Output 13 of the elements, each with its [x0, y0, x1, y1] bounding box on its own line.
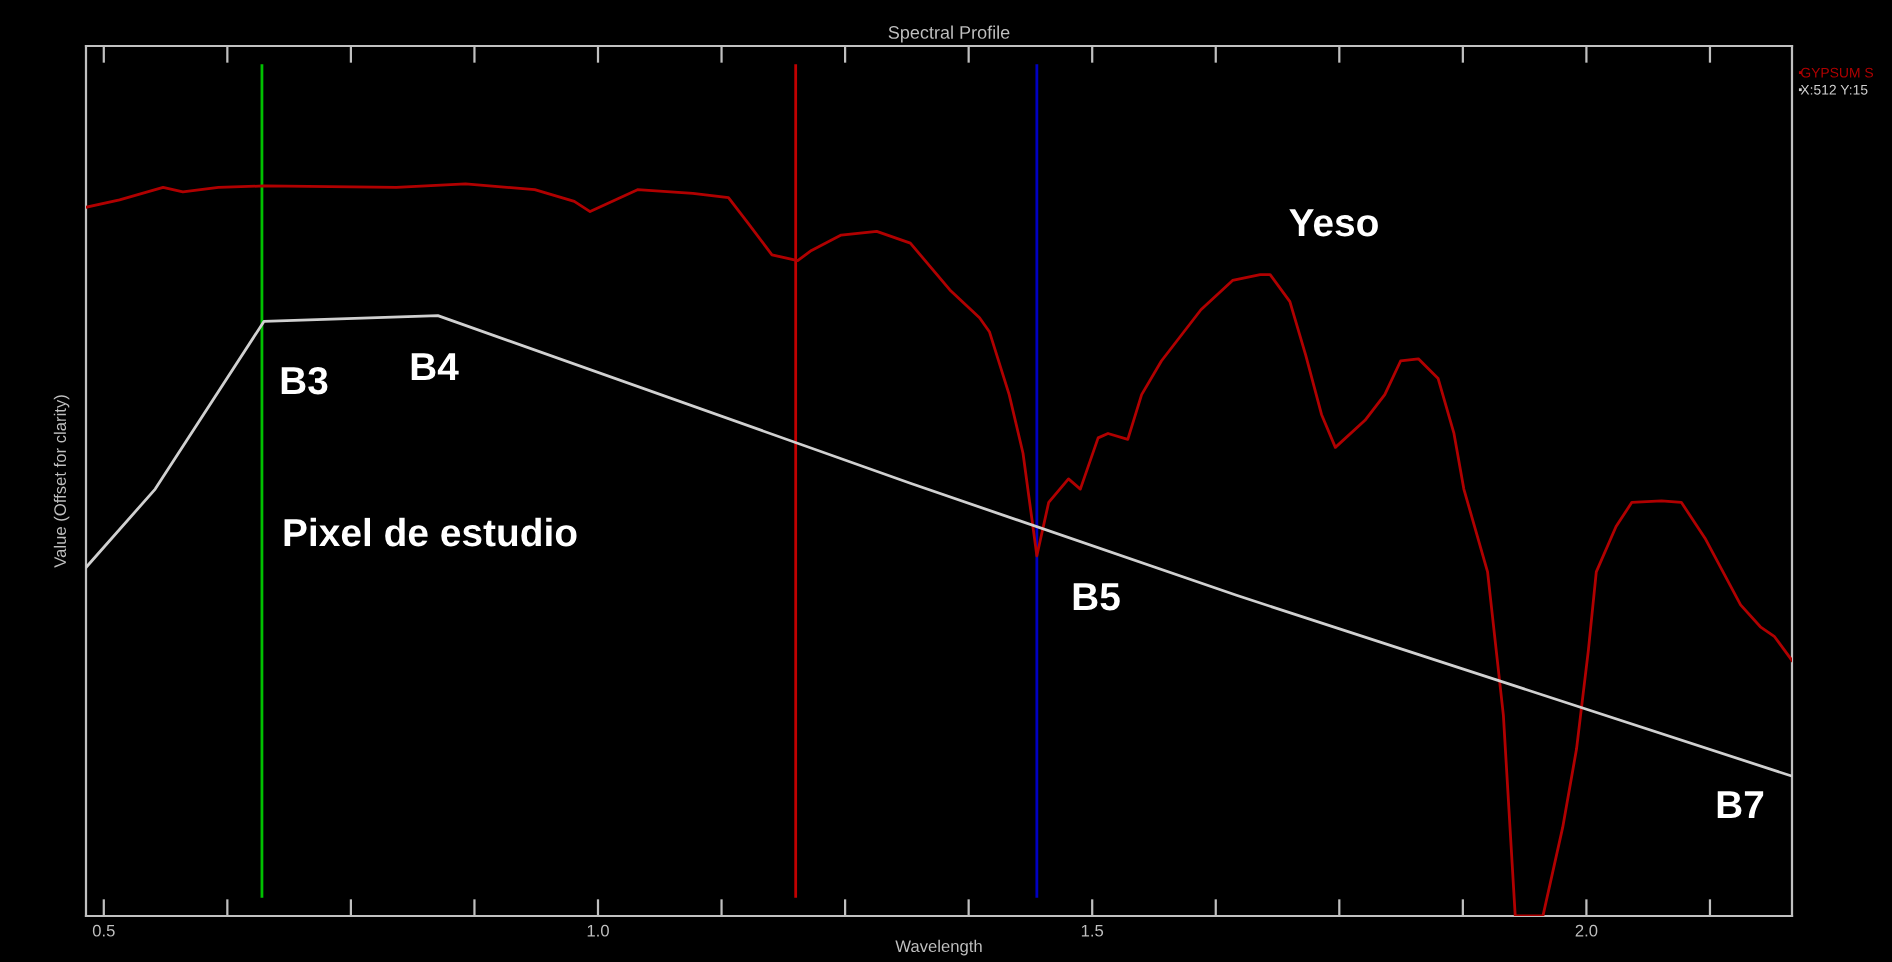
x-tick-label: 0.5 — [92, 924, 115, 937]
annotation: Yeso — [1289, 209, 1378, 237]
x-axis-title: Wavelength — [895, 939, 982, 956]
x-tick-label: 1.5 — [1081, 924, 1104, 937]
y-axis-title: Value (Offset for clarity) — [53, 395, 70, 568]
annotation: B4 — [411, 353, 459, 381]
annotation: B3 — [281, 366, 328, 395]
x-tick-label: 2.0 — [1575, 924, 1598, 937]
annotation: B5 — [1073, 583, 1120, 611]
annotation: Pixel de estudio — [284, 517, 577, 547]
chart-title: Spectral Profile — [888, 25, 1010, 43]
x-tick-label: 1.0 — [587, 924, 609, 937]
annotation: B7 — [1717, 791, 1764, 819]
